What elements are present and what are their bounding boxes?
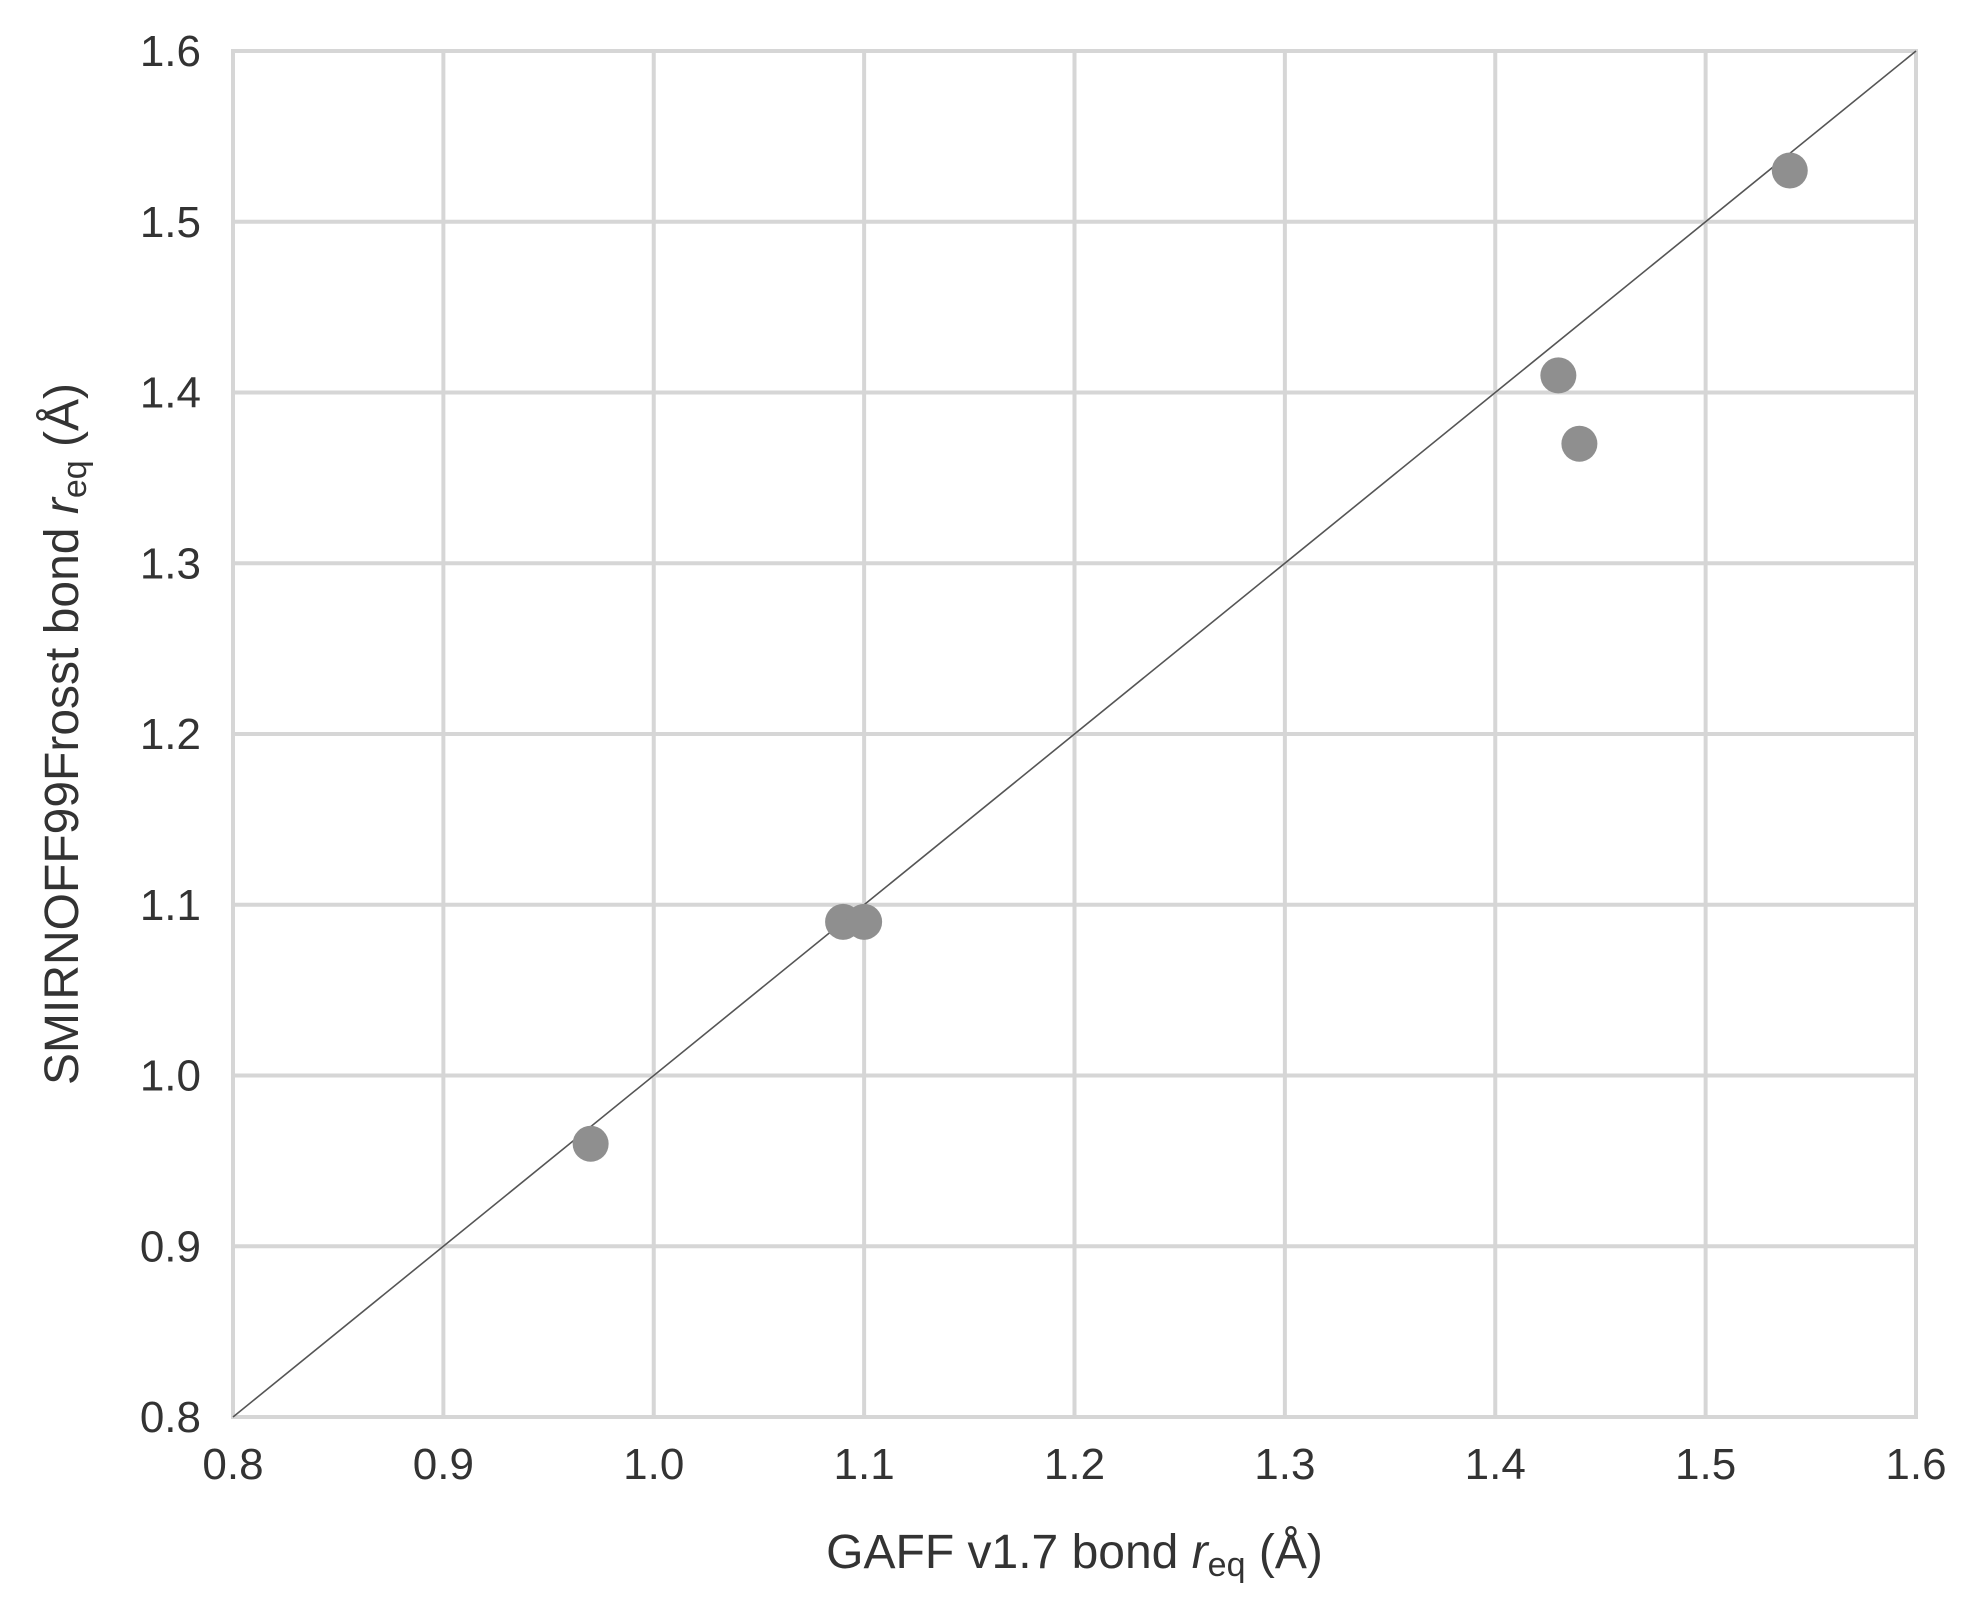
data-point (572, 1125, 609, 1162)
x-axis-title-prefix: GAFF v1.7 bond (826, 1526, 1192, 1579)
y-axis-title-var: r (36, 496, 89, 514)
data-point (1540, 357, 1577, 394)
x-tick-label: 1.4 (1465, 1440, 1526, 1489)
y-axis-title-suffix: (Å) (36, 383, 89, 460)
x-tick-labels: 0.8 0.9 1.0 1.1 1.2 1.3 1.4 1.5 1.6 (202, 1440, 1946, 1489)
x-tick-label: 1.0 (623, 1440, 684, 1489)
x-tick-label: 1.1 (834, 1440, 895, 1489)
x-tick-label: 1.2 (1044, 1440, 1105, 1489)
x-axis-title: GAFF v1.7 bond req (Å) (826, 1526, 1323, 1584)
y-tick-label: 0.8 (140, 1393, 201, 1442)
y-tick-label: 1.0 (140, 1052, 201, 1101)
x-axis-title-suffix: (Å) (1246, 1526, 1323, 1579)
data-point (846, 903, 883, 940)
x-tick-label: 1.6 (1885, 1440, 1946, 1489)
y-tick-label: 1.2 (140, 710, 201, 759)
y-tick-label: 1.3 (140, 539, 201, 588)
y-tick-label: 0.9 (140, 1222, 201, 1271)
x-tick-label: 0.8 (202, 1440, 263, 1489)
y-axis-title-prefix: SMIRNOFF99Frosst bond (36, 514, 89, 1085)
x-axis-title-var: r (1192, 1526, 1210, 1579)
y-tick-label: 1.5 (140, 198, 201, 247)
data-points (572, 152, 1808, 1162)
data-point (1771, 152, 1808, 189)
y-tick-label: 1.6 (140, 27, 201, 76)
y-axis-title: SMIRNOFF99Frosst bond req (Å) (36, 383, 94, 1085)
data-point (1561, 425, 1598, 462)
x-tick-label: 1.5 (1675, 1440, 1736, 1489)
identity-line (232, 50, 1917, 1418)
x-tick-label: 1.3 (1254, 1440, 1315, 1489)
y-axis-title-sub: eq (56, 460, 94, 498)
y-tick-label: 1.4 (140, 369, 201, 418)
x-tick-label: 0.9 (413, 1440, 474, 1489)
y-tick-labels: 0.8 0.9 1.0 1.1 1.2 1.3 1.4 1.5 1.6 (140, 27, 201, 1442)
x-axis-title-sub: eq (1208, 1546, 1246, 1584)
y-tick-label: 1.1 (140, 881, 201, 930)
plot-frame (231, 49, 1918, 1419)
